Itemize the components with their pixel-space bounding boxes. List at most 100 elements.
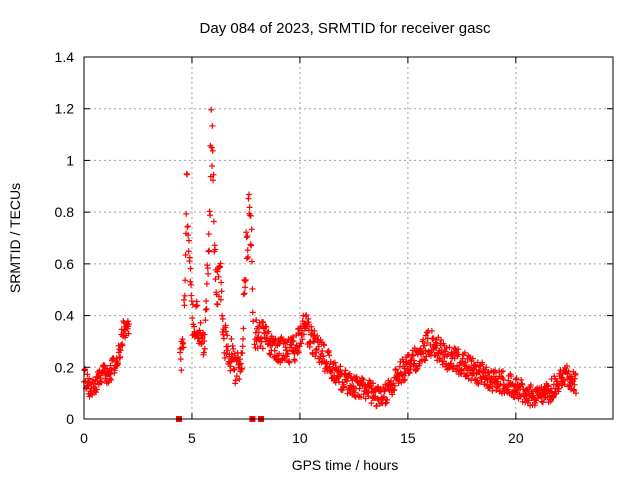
data-point (205, 231, 212, 238)
data-point (217, 296, 224, 303)
data-point (203, 280, 210, 287)
data-point (238, 365, 245, 372)
data-point (489, 383, 496, 390)
data-point (377, 388, 384, 395)
data-point (214, 268, 221, 275)
data-point (299, 327, 306, 334)
data-point (231, 366, 238, 373)
data-point (89, 392, 96, 399)
data-point (209, 147, 216, 154)
data-point (101, 362, 108, 369)
data-point (196, 327, 203, 334)
data-point (438, 347, 445, 354)
data-point (392, 366, 399, 373)
axis-ticks: 0 0.2 0.4 0.6 0.8 1 1.2 1.4 0 5 10 15 20 (55, 49, 613, 446)
data-point (189, 301, 196, 308)
data-point (331, 359, 338, 366)
y-tick-label: 1.4 (55, 49, 75, 65)
data-point (525, 397, 532, 404)
data-point (187, 265, 194, 272)
data-point (324, 348, 331, 355)
data-point (207, 212, 214, 219)
data-point (248, 242, 255, 249)
data-point (539, 399, 546, 406)
data-point (259, 345, 266, 352)
data-point (288, 341, 295, 348)
data-point (450, 365, 457, 372)
data-point (250, 318, 257, 325)
data-point (210, 171, 217, 178)
data-point (220, 335, 227, 342)
data-point (497, 381, 504, 388)
data-point (438, 337, 445, 344)
data-point (359, 375, 366, 382)
data-point (236, 361, 243, 368)
data-point (537, 393, 544, 400)
data-point (407, 365, 414, 372)
data-point (230, 366, 237, 373)
data-point (194, 302, 201, 309)
data-point (370, 380, 377, 387)
data-point (125, 330, 132, 337)
data-point (461, 349, 468, 356)
data-point (115, 360, 122, 367)
data-point (251, 341, 258, 348)
data-point (182, 277, 189, 284)
data-point (547, 398, 554, 405)
data-point (337, 363, 344, 370)
data-point (180, 344, 187, 351)
data-point (321, 342, 328, 349)
data-point (263, 323, 270, 330)
data-point (384, 396, 391, 403)
data-point (248, 258, 255, 265)
y-tick-label: 0 (66, 411, 74, 427)
data-point (125, 321, 132, 328)
data-point (183, 210, 190, 217)
data-point (185, 237, 192, 244)
data-point (433, 345, 440, 352)
data-point (187, 278, 194, 285)
data-point (560, 377, 567, 384)
x-axis-label: GPS time / hours (292, 457, 399, 473)
data-point (300, 331, 307, 338)
data-point (370, 389, 377, 396)
data-point (392, 367, 399, 374)
data-point (240, 291, 247, 298)
data-point (255, 329, 262, 336)
data-point (241, 290, 248, 297)
data-point (117, 347, 124, 354)
data-point (98, 379, 105, 386)
data-point (107, 362, 114, 369)
data-point (271, 347, 278, 354)
data-point (513, 375, 520, 382)
data-point (260, 319, 267, 326)
data-point (484, 377, 491, 384)
y-tick-label: 1 (66, 152, 74, 168)
data-point (400, 377, 407, 384)
data-point (185, 248, 192, 255)
data-point (346, 370, 353, 377)
data-point (430, 335, 437, 342)
data-point (405, 370, 412, 377)
data-point (180, 296, 187, 303)
data-point (276, 350, 283, 357)
data-point (514, 387, 521, 394)
data-point (311, 327, 318, 334)
data-point (247, 241, 254, 248)
data-point (219, 312, 226, 319)
data-point (257, 323, 264, 330)
data-point (512, 376, 519, 383)
data-point (184, 223, 191, 230)
data-point (224, 332, 231, 339)
data-point (358, 394, 365, 401)
data-point (493, 387, 500, 394)
data-point (508, 373, 515, 380)
data-point (198, 341, 205, 348)
data-point (239, 343, 246, 350)
data-point (499, 368, 506, 375)
data-point (527, 382, 534, 389)
data-point (462, 359, 469, 366)
data-point (215, 293, 222, 300)
data-point (242, 284, 249, 291)
